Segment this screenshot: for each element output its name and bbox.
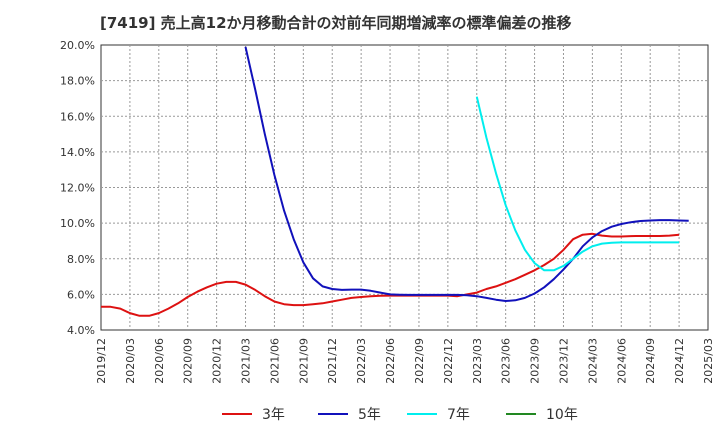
series-line-7年 <box>475 96 680 272</box>
chart-title: [7419] 売上高12か月移動合計の対前年同期増減率の標準偏差の推移 <box>100 14 572 32</box>
x-tick-label: 2023/06 <box>500 338 513 384</box>
y-tick-label: 14.0% <box>60 146 95 159</box>
x-tick-label: 2022/03 <box>355 338 368 384</box>
x-tick-label: 2022/06 <box>384 338 397 384</box>
y-tick-label: 10.0% <box>60 217 95 230</box>
x-tick-label: 2021/12 <box>326 338 339 384</box>
plot-area <box>100 44 709 331</box>
x-tick-label: 2019/12 <box>95 338 108 384</box>
x-tick-label: 2020/03 <box>124 338 137 384</box>
y-tick-label: 16.0% <box>60 110 95 123</box>
x-tick-label: 2021/03 <box>240 338 253 384</box>
x-tick-label: 2020/09 <box>182 338 195 384</box>
x-tick-label: 2022/09 <box>413 338 426 384</box>
legend-label: 3年 <box>262 407 285 423</box>
x-tick-label: 2023/12 <box>557 338 570 384</box>
x-tick-label: 2024/09 <box>644 338 657 384</box>
legend-label: 7年 <box>447 407 470 423</box>
x-tick-label: 2023/03 <box>471 338 484 384</box>
y-tick-label: 12.0% <box>60 182 95 195</box>
x-tick-label: 2020/12 <box>211 338 224 384</box>
legend-label: 10年 <box>546 407 578 423</box>
legend-label: 5年 <box>358 407 381 423</box>
x-tick-label: 2021/09 <box>297 338 310 384</box>
y-tick-label: 8.0% <box>67 253 95 266</box>
x-tick-label: 2025/03 <box>702 338 715 384</box>
x-tick-label: 2021/06 <box>268 338 281 384</box>
x-tick-label: 2022/12 <box>442 338 455 384</box>
y-tick-label: 6.0% <box>67 288 95 301</box>
y-tick-label: 4.0% <box>67 324 95 337</box>
x-tick-label: 2023/09 <box>529 338 542 384</box>
x-tick-label: 2024/06 <box>615 338 628 384</box>
x-tick-label: 2024/03 <box>586 338 599 384</box>
y-tick-label: 18.0% <box>60 75 95 88</box>
x-tick-label: 2024/12 <box>673 338 686 384</box>
y-tick-label: 20.0% <box>60 39 95 52</box>
series-line-3年 <box>101 232 680 317</box>
series-line-5年 <box>244 46 689 302</box>
x-tick-label: 2020/06 <box>153 338 166 384</box>
